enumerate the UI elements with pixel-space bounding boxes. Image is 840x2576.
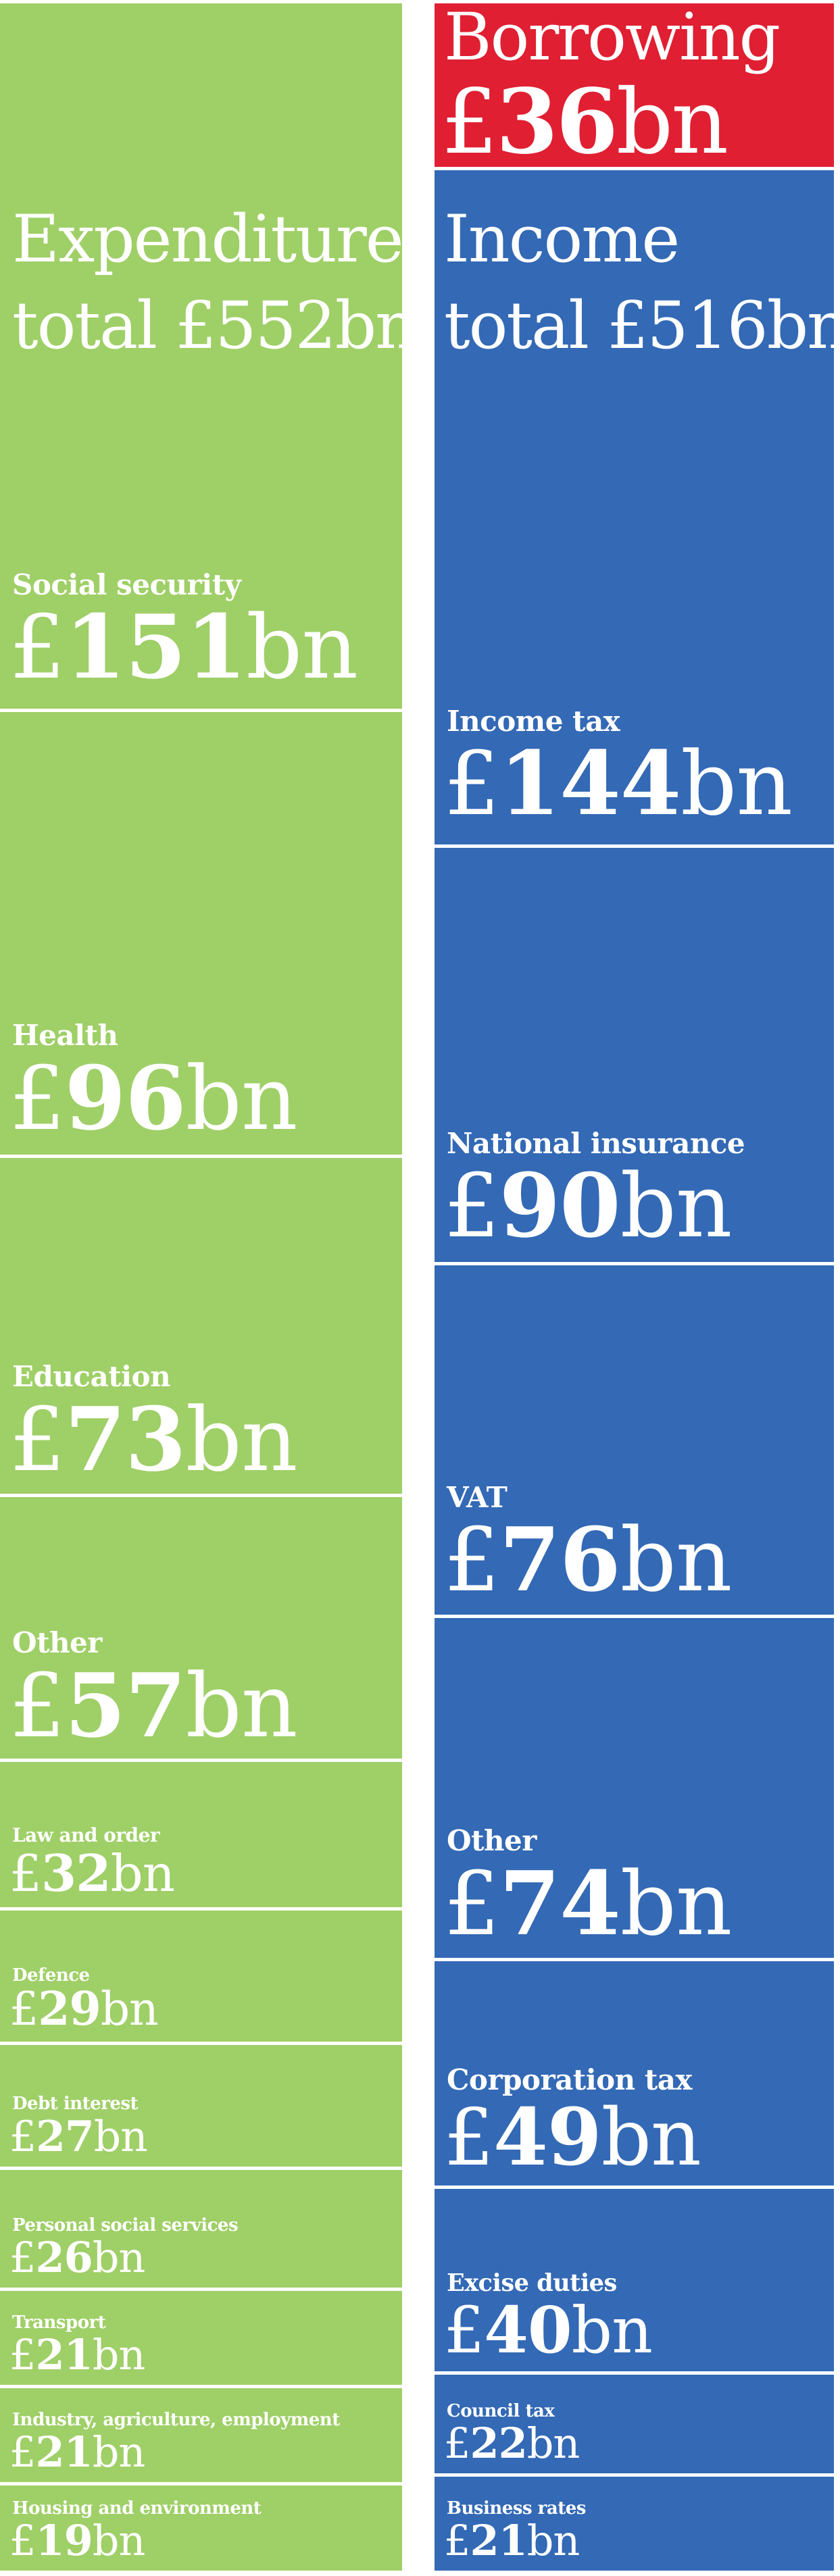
income-label: Business rates (447, 2498, 586, 2519)
expenditure-header: Expenditure total £552bn (12, 196, 417, 369)
income-bar-council-tax: Council tax £22bn (435, 2375, 834, 2473)
borrowing-value: £36bn (441, 78, 728, 168)
expenditure-value: £73bn (9, 1387, 298, 1491)
income-header: Income total £516bn (444, 196, 840, 369)
income-label: Excise duties (447, 2269, 617, 2298)
expenditure-label: Other (12, 1626, 102, 1660)
income-bar-national-insurance: National insurance £90bn (435, 848, 834, 1262)
income-bar-vat: VAT £76bn (435, 1265, 834, 1615)
borrowing-unit: bn (616, 70, 729, 167)
expenditure-header-line1: Expenditure (12, 201, 404, 277)
income-bar-business-rates: Business rates £21bn (435, 2477, 834, 2571)
income-bar-income-tax: Income tax £144bn (435, 180, 834, 844)
income-label: Other (447, 1824, 537, 1858)
income-value: £21bn (444, 2516, 580, 2566)
expenditure-label: Social security (12, 567, 241, 601)
expenditure-bar-personal-social-services: Personal social services £26bn (0, 2170, 402, 2288)
income-label: Income tax (447, 704, 620, 738)
expenditure-value: £21bn (9, 2427, 145, 2477)
expenditure-bar-law-and-order: Law and order £32bn (0, 1762, 402, 1907)
expenditure-value: £151bn (9, 595, 358, 699)
expenditure-label: Education (12, 1360, 171, 1394)
borrowing-number: 36 (495, 70, 618, 167)
expenditure-bar-debt-interest: Debt interest £27bn (0, 2045, 402, 2167)
expenditure-label: Defence (12, 1965, 90, 1986)
borrowing-label: Borrowing (444, 3, 781, 75)
income-bar-other: Other £74bn (435, 1618, 834, 1958)
income-label: National insurance (447, 1126, 745, 1160)
expenditure-bar-industry-agriculture-employment: Industry, agriculture, employment £21bn (0, 2388, 402, 2482)
income-bar-corporation-tax: Corporation tax £49bn (435, 1961, 834, 2186)
income-value: £90bn (444, 1154, 733, 1258)
income-header-fill (435, 170, 834, 181)
expenditure-label: Law and order (12, 1823, 160, 1846)
expenditure-bar-social-security: Social security £151bn (0, 11, 402, 709)
expenditure-value: £29bn (9, 1982, 159, 2037)
income-value: £49bn (444, 2092, 701, 2184)
expenditure-bar-health: Health £96bn (0, 712, 402, 1155)
income-label: VAT (447, 1480, 508, 1514)
income-header-line2: total £516bn (444, 288, 840, 363)
expenditure-header-fill (0, 3, 402, 13)
expenditure-label: Housing and environment (12, 2498, 262, 2519)
income-value: £76bn (444, 1508, 733, 1612)
expenditure-header-line2: total £552bn (12, 288, 417, 363)
income-value: £40bn (444, 2293, 653, 2369)
income-value: £22bn (444, 2419, 580, 2469)
expenditure-label: Transport (12, 2313, 106, 2333)
expenditure-label: Industry, agriculture, employment (12, 2410, 340, 2431)
expenditure-value: £57bn (9, 1653, 298, 1757)
income-value: £74bn (444, 1851, 733, 1955)
expenditure-bar-housing-and-environment: Housing and environment £19bn (0, 2485, 402, 2571)
expenditure-value: £96bn (9, 1046, 298, 1150)
expenditure-value: £21bn (9, 2330, 145, 2380)
income-label: Corporation tax (447, 2063, 692, 2097)
expenditure-bar-education: Education £73bn (0, 1158, 402, 1494)
income-header-line1: Income (444, 201, 680, 277)
borrowing-currency: £ (441, 70, 498, 167)
income-bar-excise-duties: Excise duties £40bn (435, 2189, 834, 2371)
expenditure-value: £32bn (9, 1843, 175, 1904)
expenditure-bar-other: Other £57bn (0, 1497, 402, 1759)
expenditure-value: £27bn (9, 2111, 148, 2162)
expenditure-bar-defence: Defence £29bn (0, 1911, 402, 2042)
expenditure-label: Debt interest (12, 2094, 139, 2115)
expenditure-label: Health (12, 1019, 118, 1053)
expenditure-value: £19bn (9, 2516, 145, 2566)
expenditure-label: Personal social services (12, 2215, 239, 2236)
expenditure-bar-transport: Transport £21bn (0, 2291, 402, 2385)
borrowing-block: Borrowing £36bn (435, 3, 834, 167)
income-value: £144bn (444, 731, 793, 835)
income-label: Council tax (447, 2401, 555, 2422)
expenditure-value: £26bn (9, 2233, 145, 2283)
